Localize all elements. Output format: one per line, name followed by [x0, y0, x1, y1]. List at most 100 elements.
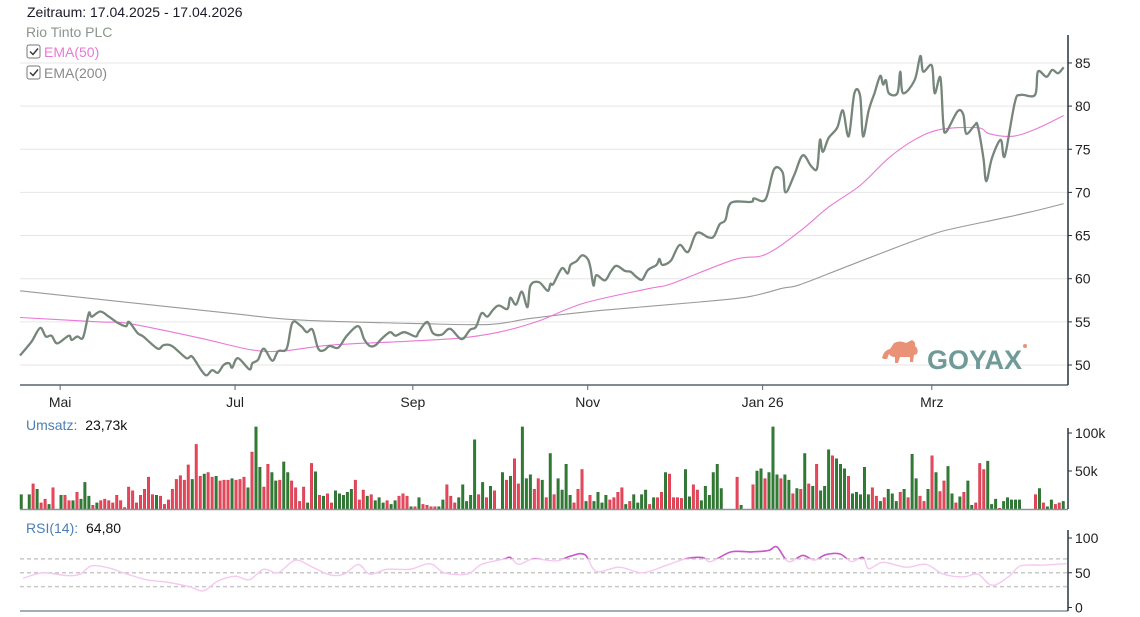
volume-bar-down — [421, 504, 425, 510]
volume-bar-up — [560, 489, 564, 510]
volume-bar-down — [516, 483, 520, 510]
volume-bar-up — [230, 478, 234, 510]
volume-bar-down — [898, 492, 902, 510]
volume-bar-up — [843, 468, 846, 510]
volume-bar-down — [751, 484, 755, 510]
volume-bar-up — [596, 492, 600, 510]
volume-bar-down — [536, 478, 540, 510]
volume-bar-down — [807, 483, 811, 510]
volume-bar-up — [214, 476, 218, 510]
volume-bar-down — [147, 476, 151, 510]
rsi-series-group — [20, 545, 1068, 592]
volume-bar-up — [314, 471, 317, 510]
volume-bar-up — [87, 495, 91, 510]
volume-bar-down — [166, 499, 170, 510]
volume-bar-up — [461, 484, 465, 510]
y-tick-label: 65 — [1075, 228, 1091, 244]
volume-bar-up — [524, 478, 528, 510]
volume-bar-up — [501, 472, 504, 510]
volume-bar-down — [63, 495, 67, 510]
volume-tick-label: 100k — [1075, 425, 1106, 441]
volume-bar-up — [95, 502, 99, 510]
volume-bar-down — [906, 497, 910, 510]
ema50-label: EMA(50) — [44, 44, 99, 60]
volume-bar-up — [322, 495, 325, 510]
volume-bar-up — [902, 489, 906, 510]
volume-bar-down — [238, 479, 242, 510]
volume-bar-down — [210, 476, 214, 510]
volume-bar-up — [393, 500, 397, 510]
volume-bar-down — [298, 501, 302, 510]
volume-bar-down — [119, 500, 123, 510]
volume-bar-up — [819, 490, 823, 510]
volume-bar-down — [131, 490, 135, 510]
legend-ema50[interactable]: EMA(50) — [26, 44, 99, 60]
volume-bar-down — [449, 495, 453, 510]
volume-bar-up — [759, 468, 763, 510]
volume-bar-up — [719, 488, 723, 510]
volume-bar-up — [342, 495, 345, 510]
volume-bar-down — [493, 490, 496, 510]
volume-bar-down — [612, 497, 616, 510]
volume-bar-down — [735, 476, 739, 510]
volume-bar-up — [154, 495, 158, 510]
volume-bar-up — [47, 504, 51, 510]
volume-bar-down — [978, 463, 982, 510]
volume-bar-up — [35, 489, 39, 510]
volume-bar-down — [206, 472, 210, 510]
period-label: Zeitraum: 17.04.2025 - 17.04.2026 — [27, 4, 243, 20]
volume-bar-up — [528, 474, 532, 510]
volume-bar-up — [274, 480, 278, 510]
volume-bar-up — [827, 449, 831, 510]
volume-bar-down — [532, 489, 536, 510]
volume-bar-down — [1057, 502, 1061, 510]
y-tick-label: 55 — [1075, 314, 1091, 330]
x-tick-label: Jan 26 — [742, 394, 784, 410]
ema200-label: EMA(200) — [44, 65, 107, 81]
y-tick-label: 80 — [1075, 98, 1091, 114]
volume-bar-up — [509, 476, 512, 510]
ema200-line[interactable] — [19, 203, 1064, 326]
volume-bar-down — [150, 494, 154, 510]
volume-bar-up — [345, 492, 349, 510]
volume-bar-up — [886, 489, 890, 510]
volume-bar-up — [803, 453, 807, 510]
volume-bar-down — [874, 495, 878, 510]
volume-bar-down — [170, 489, 174, 510]
volume-bar-up — [548, 453, 552, 510]
volume-bar-up — [636, 502, 640, 510]
volume-bar-down — [680, 498, 683, 510]
price-line[interactable] — [19, 54, 1065, 377]
ema50-checkbox[interactable] — [26, 44, 41, 59]
volume-bar-up — [1014, 499, 1017, 510]
volume-bar-up — [811, 486, 815, 510]
rsi-tick-label: 50 — [1075, 565, 1091, 581]
volume-bar-up — [417, 497, 421, 510]
rsi-line[interactable] — [22, 545, 1067, 592]
volume-bar-down — [1053, 504, 1057, 510]
volume-bar-up — [556, 478, 560, 510]
logo-dot — [1023, 344, 1027, 348]
volume-bar-up — [202, 473, 206, 510]
volume-bar-down — [330, 502, 333, 510]
bull-icon — [882, 340, 918, 363]
volume-bar-down — [278, 479, 282, 510]
ema50-line[interactable] — [19, 115, 1064, 353]
ema200-checkbox[interactable] — [26, 65, 41, 80]
volume-bar-up — [334, 490, 337, 510]
volume-bar-down — [882, 497, 886, 510]
legend-ema200[interactable]: EMA(200) — [26, 65, 107, 81]
volume-bar-down — [361, 489, 365, 510]
volume-bar-down — [588, 495, 592, 510]
checkmark-icon — [29, 48, 39, 56]
volume-bar-up — [878, 501, 882, 510]
volume-bar-down — [302, 486, 306, 510]
volume-bar-up — [473, 439, 477, 510]
volume-y-axis: 50k 100k — [1068, 425, 1106, 479]
volume-bar-down — [982, 469, 986, 510]
volume-bar-up — [604, 495, 608, 510]
volume-bar-down — [552, 494, 556, 510]
volume-bar-up — [755, 470, 759, 510]
volume-bar-down — [127, 486, 131, 510]
